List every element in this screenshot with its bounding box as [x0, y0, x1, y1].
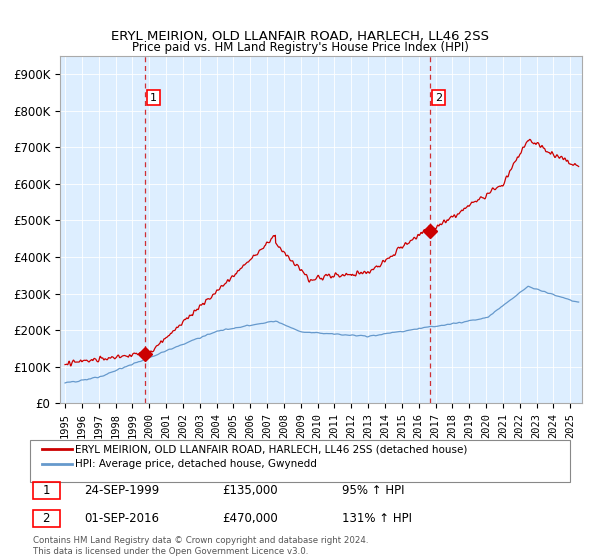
Text: 2: 2	[435, 92, 442, 102]
Text: £135,000: £135,000	[222, 484, 278, 497]
Text: 01-SEP-2016: 01-SEP-2016	[84, 512, 159, 525]
Text: ERYL MEIRION, OLD LLANFAIR ROAD, HARLECH, LL46 2SS (detached house): ERYL MEIRION, OLD LLANFAIR ROAD, HARLECH…	[75, 444, 467, 454]
Text: Price paid vs. HM Land Registry's House Price Index (HPI): Price paid vs. HM Land Registry's House …	[131, 41, 469, 54]
Text: 24-SEP-1999: 24-SEP-1999	[84, 484, 159, 497]
Text: 1: 1	[150, 92, 157, 102]
Text: HPI: Average price, detached house, Gwynedd: HPI: Average price, detached house, Gwyn…	[75, 459, 317, 469]
Text: Contains HM Land Registry data © Crown copyright and database right 2024.
This d: Contains HM Land Registry data © Crown c…	[33, 536, 368, 556]
Text: ERYL MEIRION, OLD LLANFAIR ROAD, HARLECH, LL46 2SS: ERYL MEIRION, OLD LLANFAIR ROAD, HARLECH…	[111, 30, 489, 43]
Text: 1: 1	[43, 484, 50, 497]
Text: 131% ↑ HPI: 131% ↑ HPI	[342, 512, 412, 525]
Text: £470,000: £470,000	[222, 512, 278, 525]
Text: 2: 2	[43, 512, 50, 525]
Text: 95% ↑ HPI: 95% ↑ HPI	[342, 484, 404, 497]
